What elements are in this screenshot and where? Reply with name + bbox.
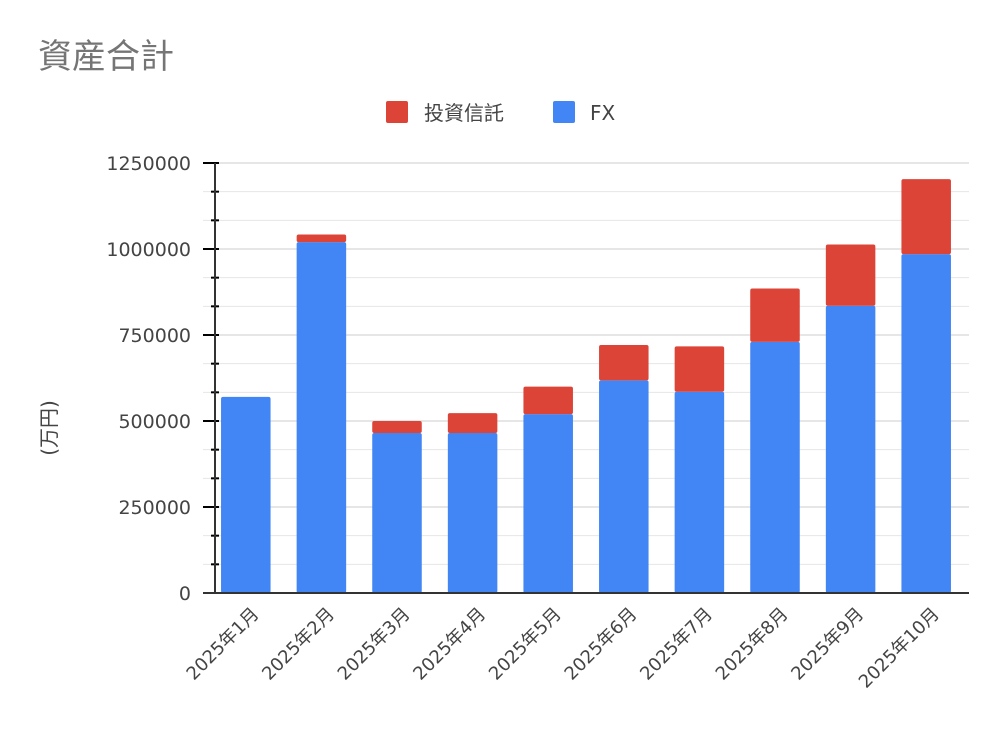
x-axis-labels: 2025年1月2025年2月2025年3月2025年4月2025年5月2025年… xyxy=(183,604,944,693)
x-tick-label: 2025年7月 xyxy=(636,604,717,685)
x-tick-label: 2025年2月 xyxy=(258,604,339,685)
bars xyxy=(221,179,951,593)
bar-fx-5 xyxy=(523,414,573,593)
x-tick-label: 2025年4月 xyxy=(409,604,490,685)
bar-investment-trust-5 xyxy=(523,386,573,415)
bar-fx-3 xyxy=(372,433,422,593)
bar-fx-7 xyxy=(674,391,725,593)
bar-investment-trust-8 xyxy=(750,288,800,342)
bar-investment-trust-3 xyxy=(372,421,422,434)
legend: 投資信託 FX xyxy=(386,101,616,125)
bar-investment-trust-7 xyxy=(674,346,725,392)
bar-investment-trust-4 xyxy=(447,413,498,434)
x-tick-label: 2025年9月 xyxy=(787,604,868,685)
bar-investment-trust-9 xyxy=(825,244,876,306)
y-axis-title: (万円) xyxy=(37,400,61,456)
y-tick-label: 500000 xyxy=(118,411,191,433)
axes xyxy=(203,163,969,594)
x-tick-label: 2025年6月 xyxy=(561,604,642,685)
y-axis-ticks: 0 250000 500000 750000 1000000 1250000 xyxy=(106,153,219,605)
y-tick-label: 1250000 xyxy=(106,153,191,175)
legend-label: FX xyxy=(590,101,616,125)
legend-swatch xyxy=(553,101,575,123)
bar-fx-4 xyxy=(447,433,498,593)
y-tick-label: 250000 xyxy=(118,497,191,519)
bar-fx-1 xyxy=(221,396,271,593)
bar-fx-2 xyxy=(296,242,347,593)
legend-label: 投資信託 xyxy=(424,101,504,125)
legend-swatch xyxy=(386,101,408,123)
x-tick-label: 2025年10月 xyxy=(855,604,944,693)
bar-investment-trust-6 xyxy=(599,344,649,381)
x-tick-label: 2025年3月 xyxy=(334,604,415,685)
y-tick-label: 1000000 xyxy=(106,239,191,261)
bar-fx-9 xyxy=(825,305,876,593)
y-tick-label: 750000 xyxy=(118,325,191,347)
y-tick-label: 0 xyxy=(179,583,191,605)
bar-fx-6 xyxy=(599,380,649,593)
x-tick-label: 2025年1月 xyxy=(183,604,264,685)
bar-fx-10 xyxy=(901,254,951,593)
bar-fx-8 xyxy=(750,341,800,593)
bar-investment-trust-10 xyxy=(901,179,951,255)
bar-investment-trust-2 xyxy=(296,234,347,243)
x-tick-label: 2025年5月 xyxy=(485,604,566,685)
chart-title: 資産合計 xyxy=(38,37,174,77)
x-tick-label: 2025年8月 xyxy=(712,604,793,685)
